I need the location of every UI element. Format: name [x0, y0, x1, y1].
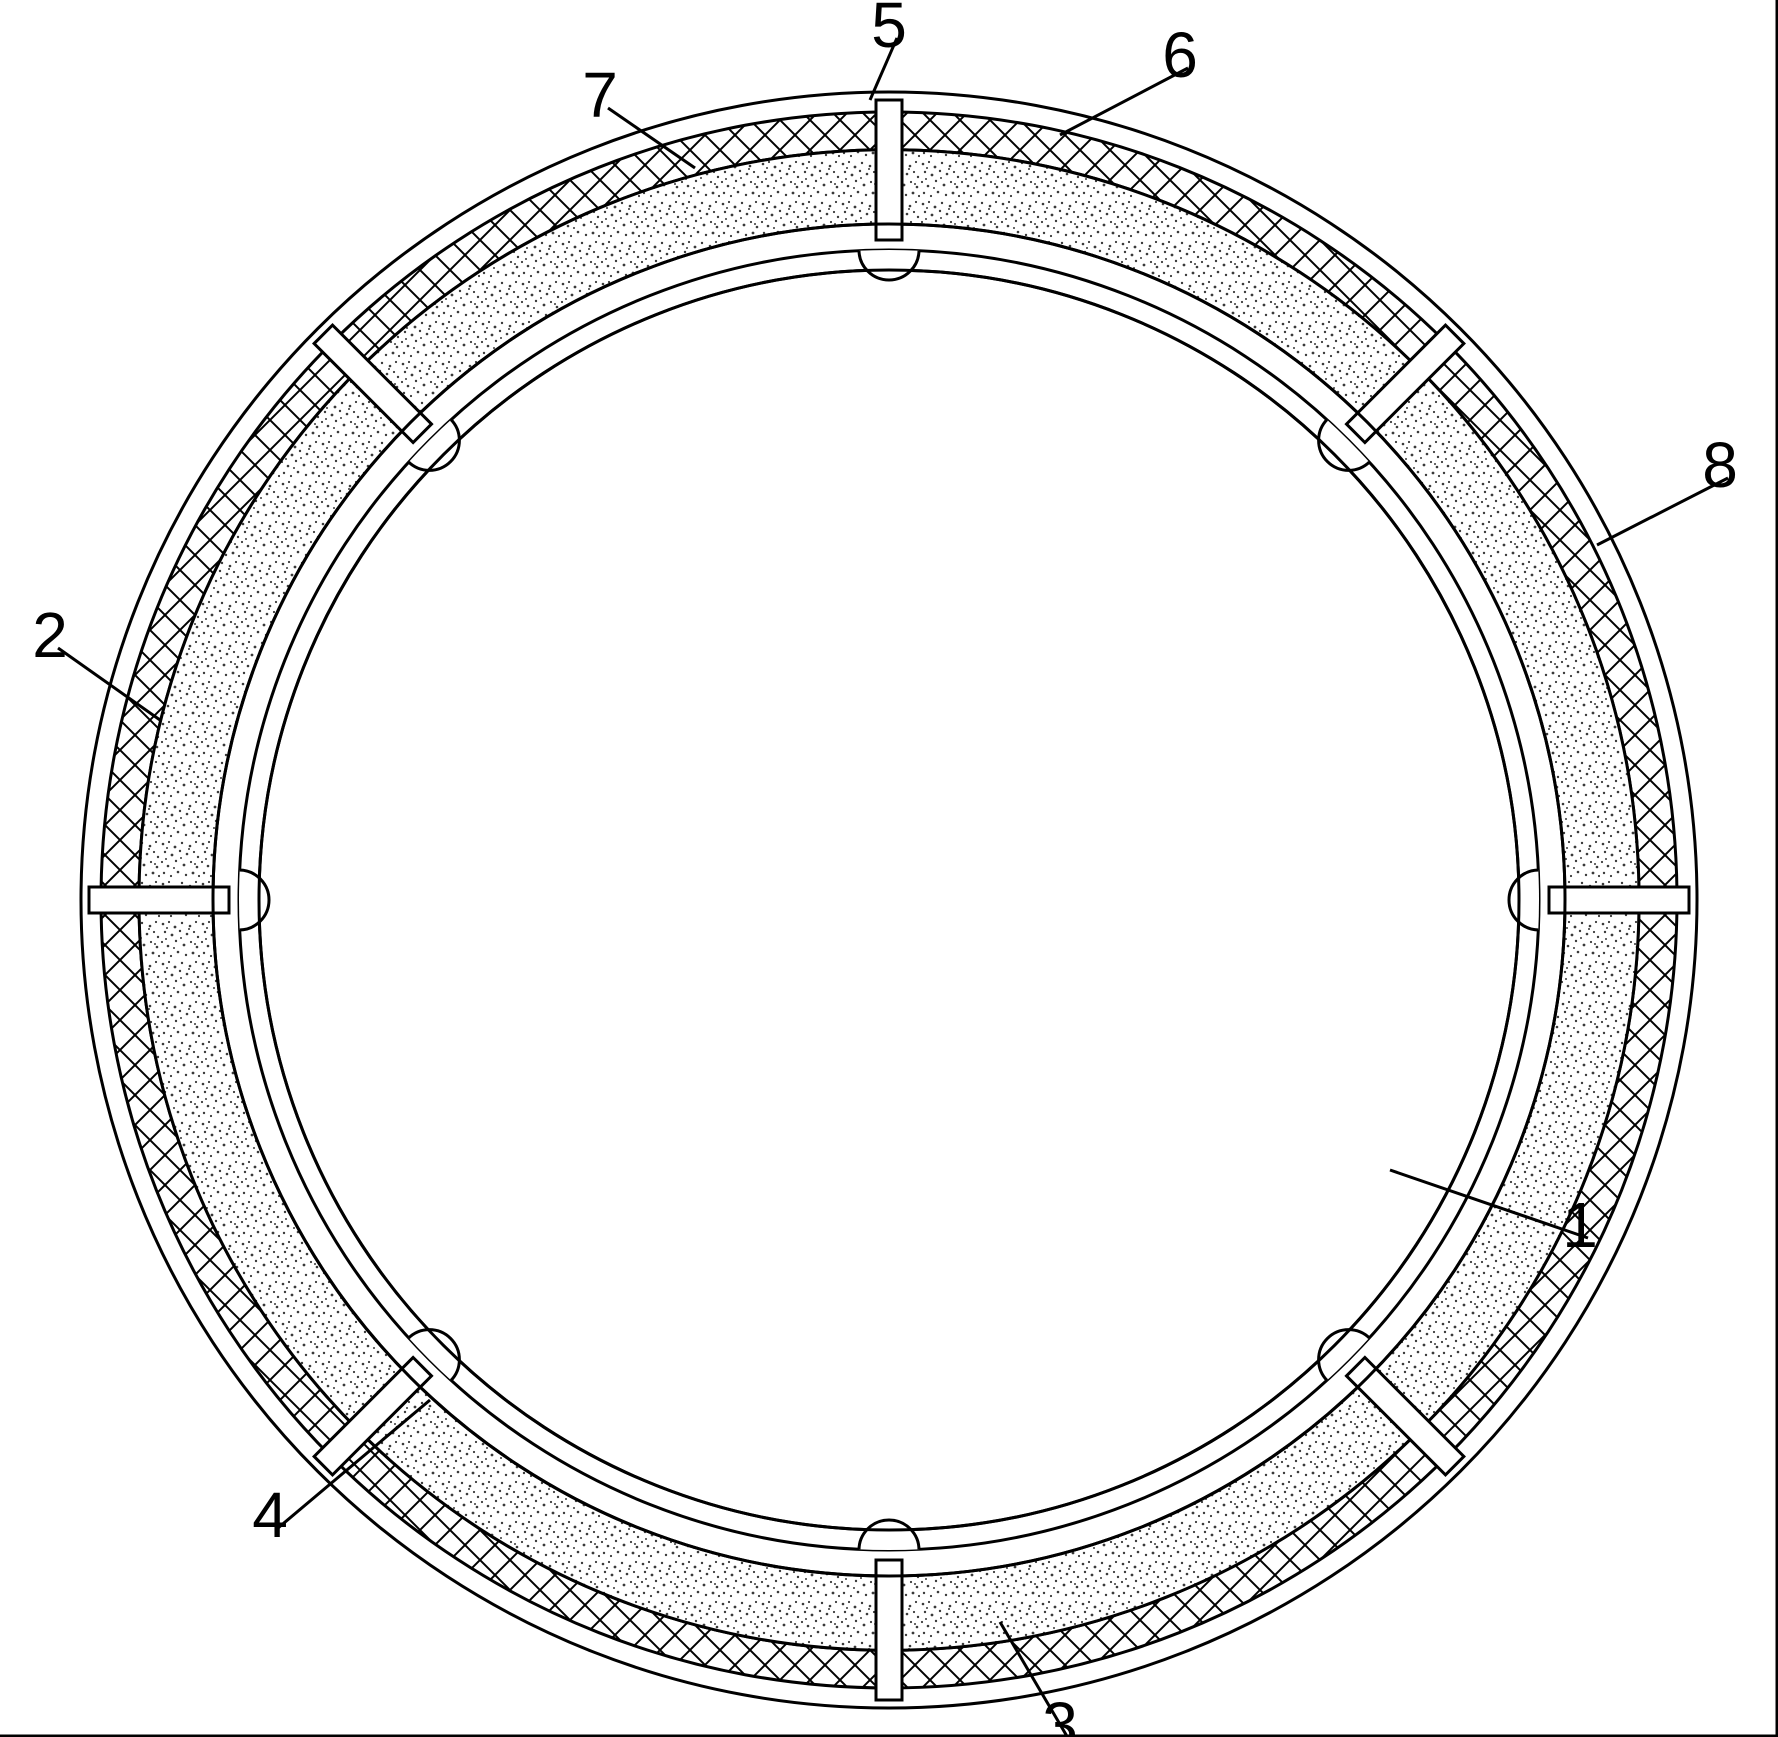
spoke: [876, 100, 902, 240]
spoke: [89, 887, 229, 913]
label-8: 8: [1702, 429, 1738, 501]
label-2: 2: [32, 599, 68, 671]
label-7: 7: [582, 59, 618, 131]
label-3: 3: [1042, 1689, 1078, 1737]
label-5: 5: [871, 0, 907, 61]
label-6: 6: [1162, 19, 1198, 91]
label-4: 4: [252, 1479, 288, 1551]
spoke: [1549, 887, 1689, 913]
spoke: [876, 1560, 902, 1700]
label-1: 1: [1562, 1189, 1598, 1261]
